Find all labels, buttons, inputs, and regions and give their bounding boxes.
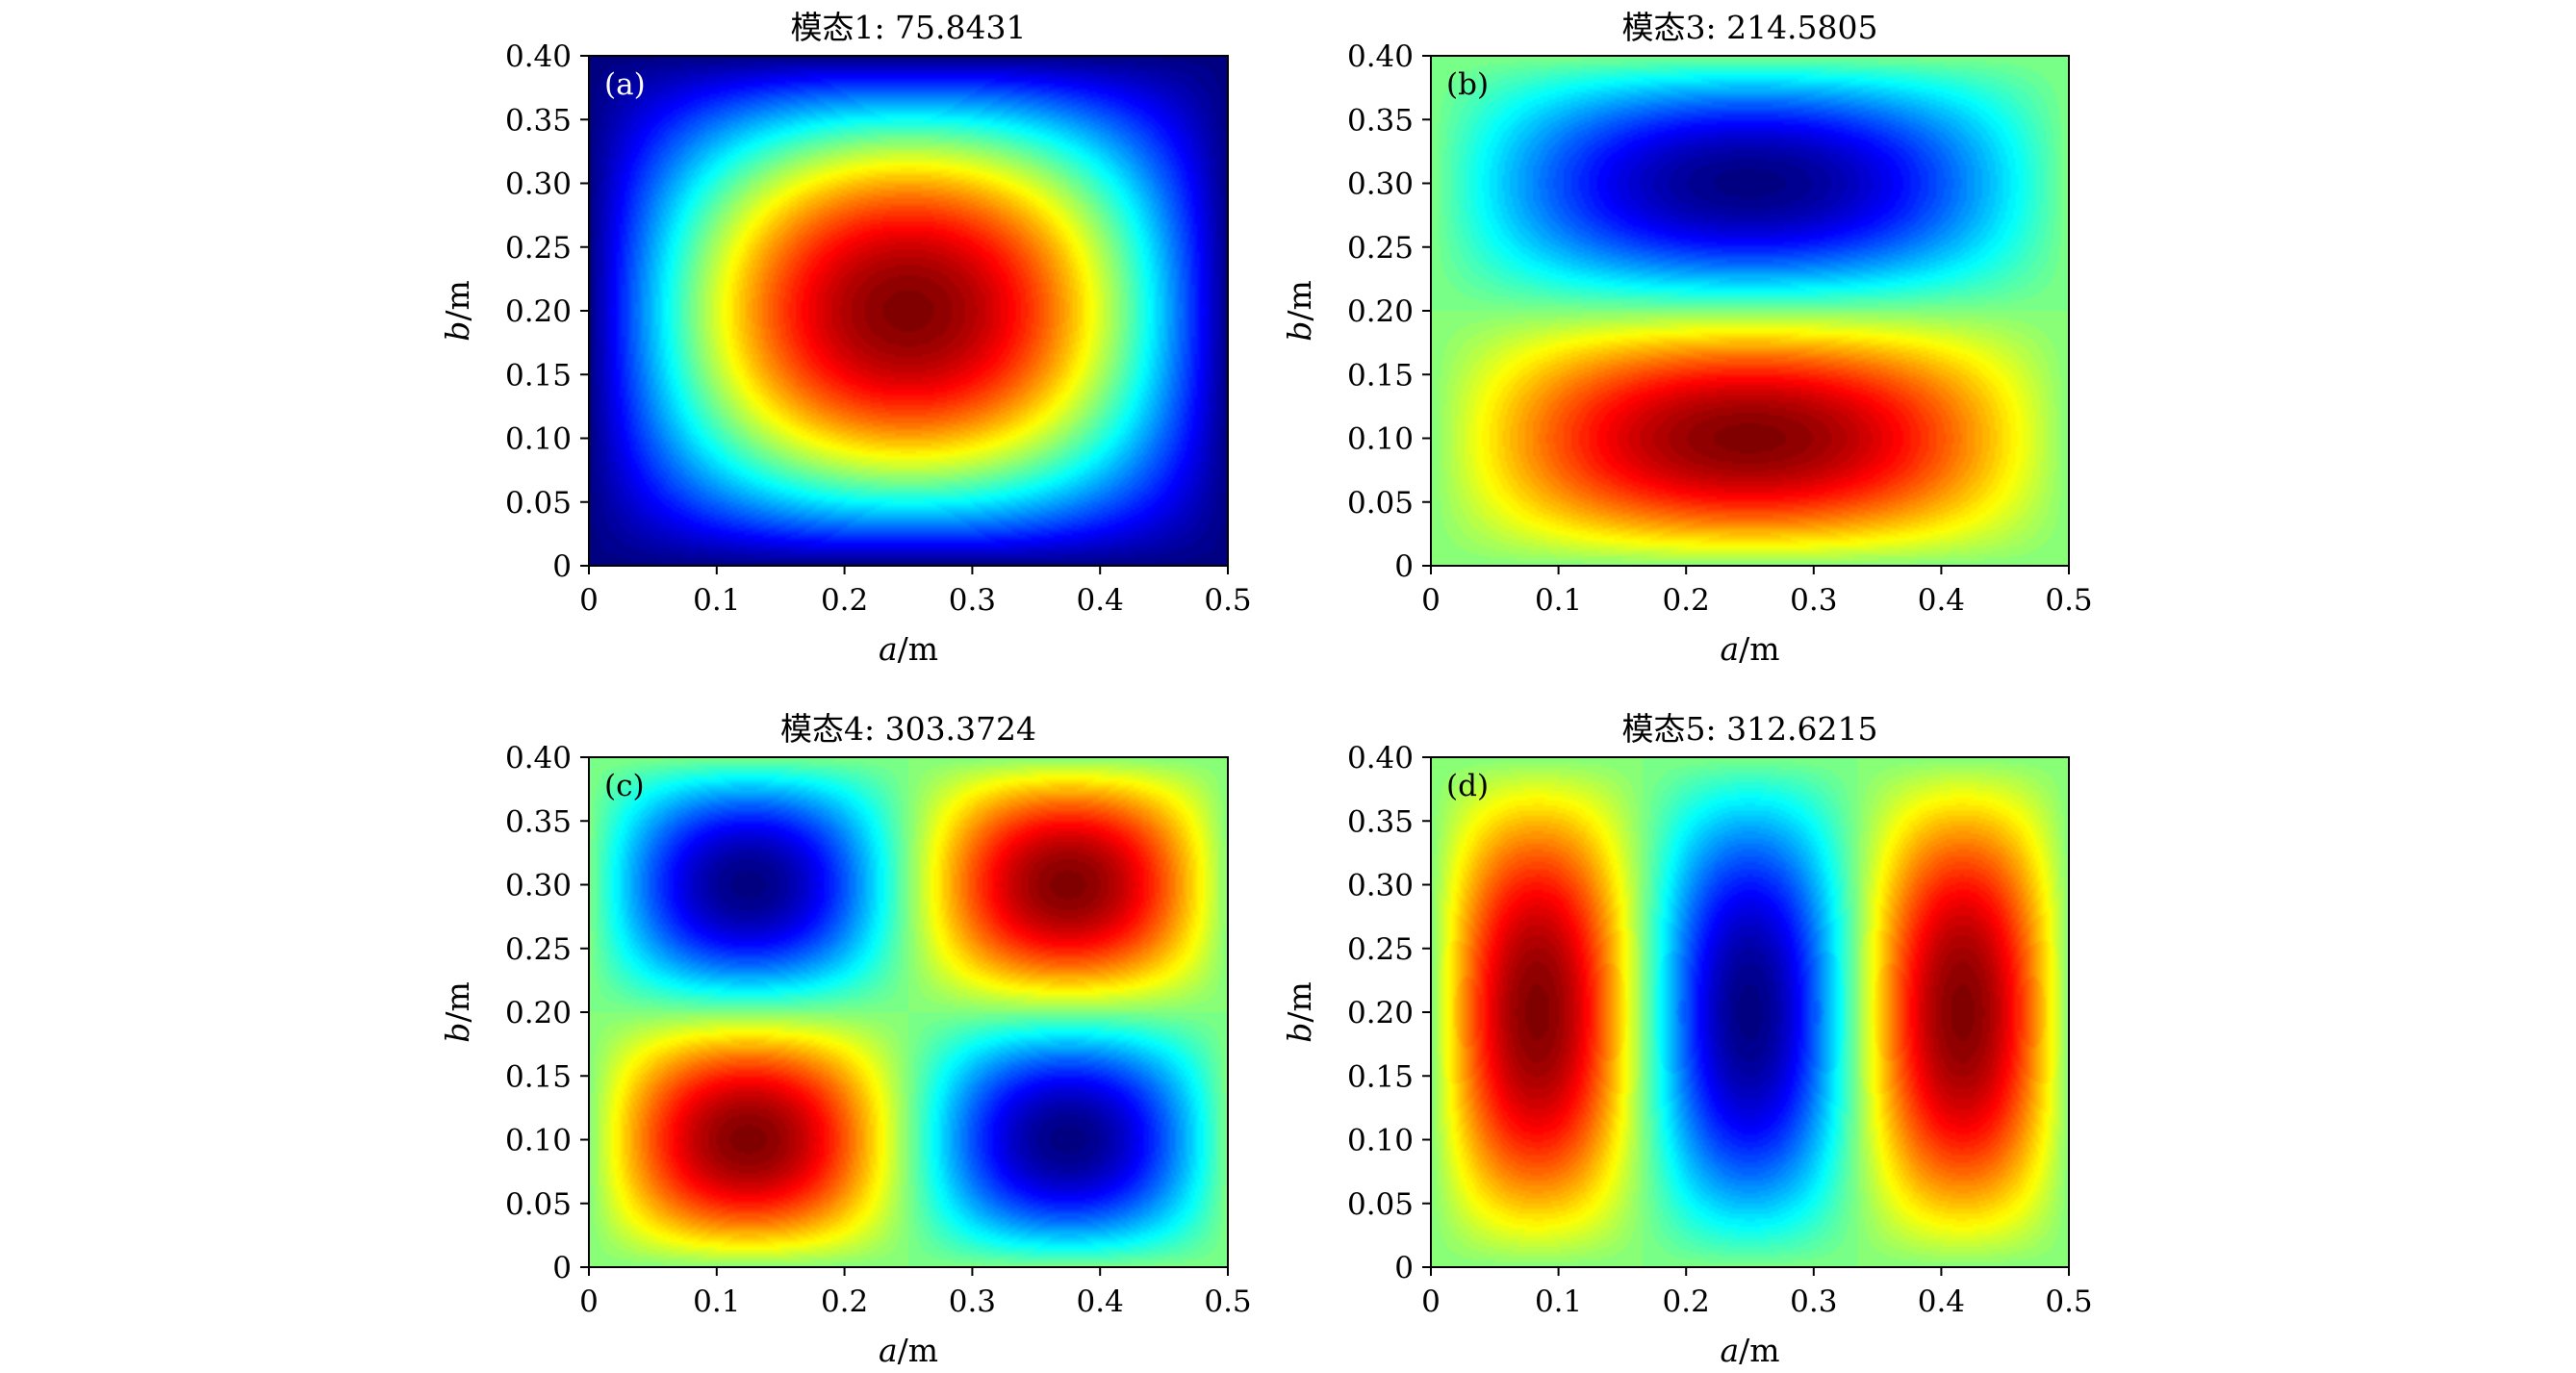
y-tick-label: 0.05	[1347, 1187, 1414, 1222]
x-tick-label: 0.2	[1663, 1284, 1710, 1319]
heatmap-field	[589, 757, 1228, 1267]
x-tick-label: 0	[579, 583, 599, 618]
x-axis-label: a/m	[1720, 1332, 1779, 1369]
y-tick-label: 0.10	[505, 422, 572, 457]
x-tick-label: 0.5	[2045, 583, 2092, 618]
x-tick-label: 0.4	[1918, 1284, 1965, 1319]
y-tick-label: 0.05	[1347, 486, 1414, 521]
y-tick-label: 0.40	[505, 741, 572, 775]
heatmap-field	[1431, 757, 2069, 1267]
panel-tag: (b)	[1446, 67, 1489, 102]
x-tick-label: 0	[1421, 583, 1441, 618]
y-tick-label: 0.10	[1347, 422, 1414, 457]
y-tick-label: 0.25	[1347, 932, 1414, 967]
y-tick-label: 0.35	[505, 804, 572, 839]
x-tick-label: 0.5	[2045, 1284, 2092, 1319]
x-tick-label: 0.1	[1535, 1284, 1582, 1319]
x-axis-label: a/m	[879, 630, 938, 668]
x-axis-label: a/m	[879, 1332, 938, 1369]
panel-title: 模态1: 75.8431	[790, 9, 1026, 46]
heatmap-field	[589, 56, 1228, 566]
y-tick-label: 0.25	[505, 231, 572, 266]
y-tick-label: 0.30	[505, 869, 572, 903]
panel-tag: (d)	[1446, 769, 1489, 803]
panel-title: 模态5: 312.6215	[1621, 710, 1877, 748]
panel-tag: (c)	[604, 769, 645, 803]
y-tick-label: 0.40	[505, 39, 572, 74]
panel-b: 0 0.1 0.2 0.3 0.4 0.5 0 0.05 0.10 0.15 0.20 0.25 0.3…	[1281, 9, 2093, 668]
y-tick-label: 0.20	[1347, 294, 1414, 329]
panel-d: 0 0.1 0.2 0.3 0.4 0.5 0 0.05 0.10 0.15 0.20 0.25 0.3…	[1281, 710, 2093, 1369]
y-tick-label: 0.30	[1347, 167, 1414, 202]
y-tick-label: 0	[552, 1251, 572, 1285]
y-tick-label: 0.20	[1347, 996, 1414, 1030]
x-tick-label: 0	[1421, 1284, 1441, 1319]
x-tick-label: 0.4	[1918, 583, 1965, 618]
x-tick-label: 0.5	[1204, 1284, 1251, 1319]
x-axis-label: a/m	[1720, 630, 1779, 668]
y-tick-label: 0.15	[1347, 1059, 1414, 1094]
y-axis-label: b/m	[439, 981, 476, 1043]
x-tick-label: 0.4	[1077, 1284, 1124, 1319]
y-tick-label: 0.40	[1347, 39, 1414, 74]
y-tick-label: 0.15	[505, 358, 572, 393]
y-tick-label: 0.20	[505, 294, 572, 329]
panel-title: 模态3: 214.5805	[1621, 9, 1877, 46]
y-tick-label: 0.05	[505, 486, 572, 521]
y-axis-label: b/m	[1281, 280, 1318, 342]
x-tick-label: 0.4	[1077, 583, 1124, 618]
x-tick-label: 0.2	[821, 1284, 868, 1319]
x-tick-label: 0.2	[1663, 583, 1710, 618]
y-tick-label: 0	[1394, 1251, 1414, 1285]
x-tick-label: 0.5	[1204, 583, 1251, 618]
panel-a: 0 0.1 0.2 0.3 0.4 0.5 0 0.05 0.10 0.15 0.20 0.25 0.3…	[439, 9, 1252, 668]
y-axis-label: b/m	[439, 280, 476, 342]
x-tick-label: 0.1	[693, 583, 740, 618]
y-tick-label: 0	[1394, 549, 1414, 584]
y-tick-label: 0	[552, 549, 572, 584]
x-tick-label: 0.3	[1790, 583, 1837, 618]
x-tick-label: 0	[579, 1284, 599, 1319]
y-tick-label: 0.10	[1347, 1124, 1414, 1158]
panel-title: 模态4: 303.3724	[780, 710, 1036, 748]
y-tick-label: 0.30	[1347, 869, 1414, 903]
y-tick-label: 0.05	[505, 1187, 572, 1222]
x-tick-label: 0.1	[693, 1284, 740, 1319]
panel-tag: (a)	[604, 67, 646, 102]
x-tick-label: 0.3	[949, 583, 996, 618]
y-tick-label: 0.20	[505, 996, 572, 1030]
y-axis-label: b/m	[1281, 981, 1318, 1043]
y-tick-label: 0.25	[505, 932, 572, 967]
y-tick-label: 0.35	[1347, 804, 1414, 839]
y-tick-label: 0.35	[1347, 103, 1414, 138]
x-tick-label: 0.1	[1535, 583, 1582, 618]
y-tick-label: 0.40	[1347, 741, 1414, 775]
y-tick-label: 0.35	[505, 103, 572, 138]
x-tick-label: 0.3	[1790, 1284, 1837, 1319]
y-tick-label: 0.25	[1347, 231, 1414, 266]
heatmap-field	[1431, 56, 2069, 566]
y-tick-label: 0.15	[1347, 358, 1414, 393]
y-tick-label: 0.15	[505, 1059, 572, 1094]
panel-c: 0 0.1 0.2 0.3 0.4 0.5 0 0.05 0.10 0.15 0.20 0.25 0.3…	[439, 710, 1252, 1369]
y-tick-label: 0.30	[505, 167, 572, 202]
y-tick-label: 0.10	[505, 1124, 572, 1158]
x-tick-label: 0.3	[949, 1284, 996, 1319]
x-tick-label: 0.2	[821, 583, 868, 618]
